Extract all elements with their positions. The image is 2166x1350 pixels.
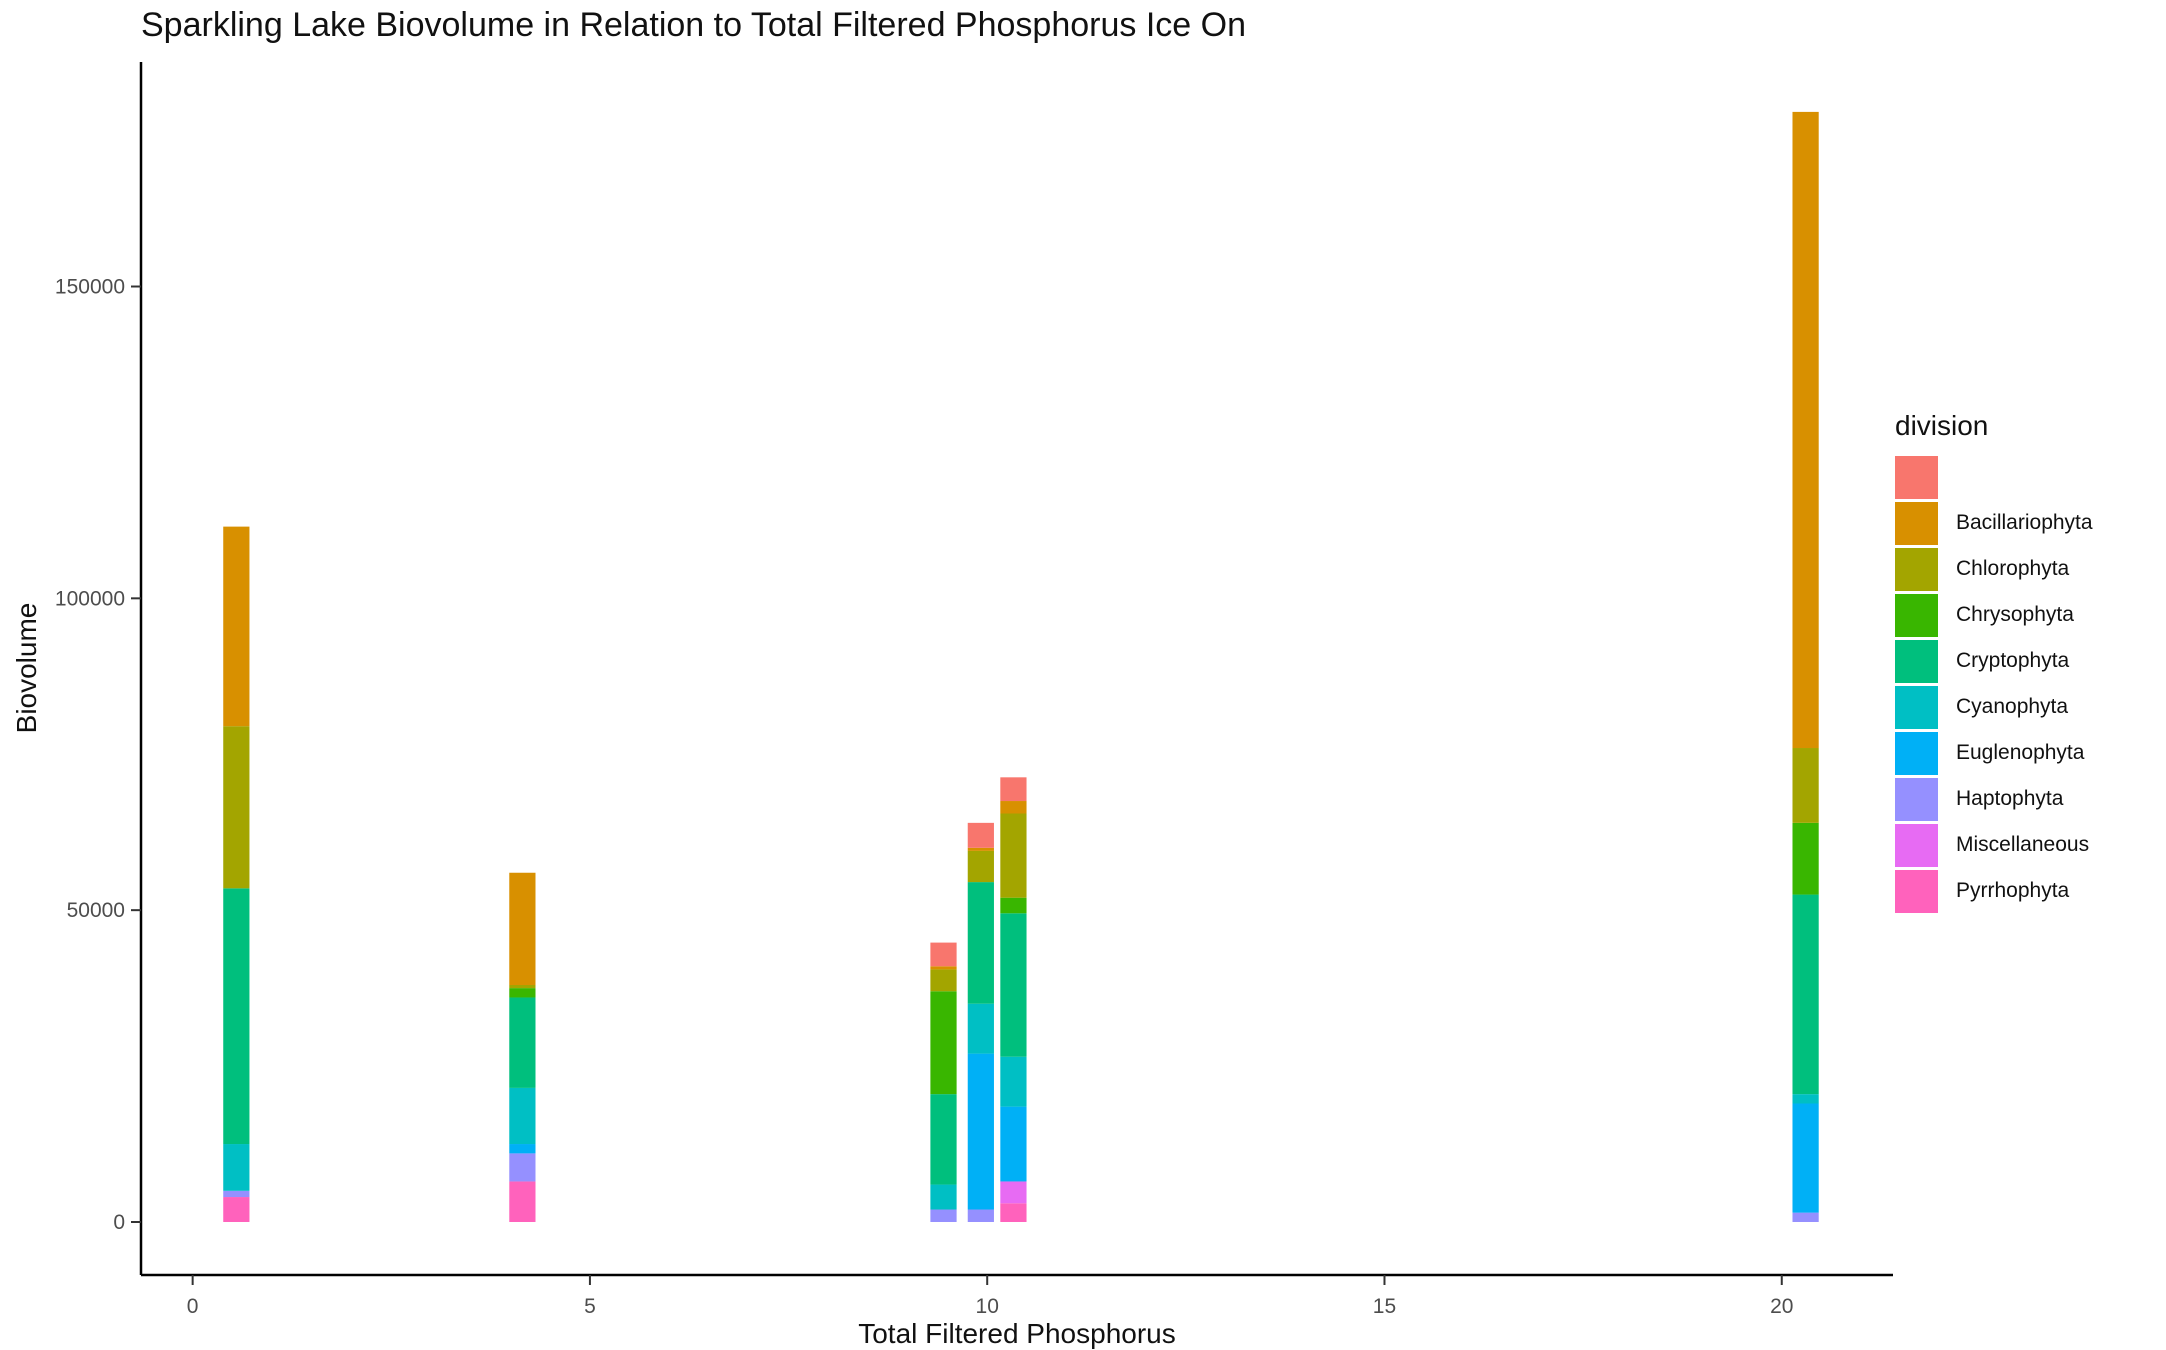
- x-tick-label: 0: [187, 1295, 199, 1318]
- bar-segment: [967, 850, 994, 883]
- y-tick-label: 50000: [67, 899, 125, 922]
- bar-segment: [1000, 777, 1027, 802]
- bar-segment: [1000, 1181, 1027, 1204]
- bar-segment: [967, 847, 994, 851]
- x-tick-label: 10: [976, 1295, 999, 1318]
- bar-segment: [930, 966, 957, 970]
- legend-key: [1895, 823, 1938, 867]
- bars-layer: [223, 111, 1819, 1222]
- y-tick-label: 150000: [55, 276, 125, 299]
- legend-key: [1895, 731, 1938, 775]
- bar-segment: [509, 872, 536, 986]
- bar-segment: [967, 822, 994, 848]
- bar-segment: [1792, 111, 1819, 749]
- legend-key: [1895, 685, 1938, 729]
- legend-label: Cyanophyta: [1956, 695, 2069, 718]
- bar-segment: [967, 1209, 994, 1222]
- bar-segment: [1000, 1106, 1027, 1182]
- bar-segment: [967, 882, 994, 1004]
- legend-item: Chlorophyta: [1895, 546, 2093, 592]
- bar-segment: [1792, 822, 1819, 895]
- x-tick-label: 20: [1770, 1295, 1793, 1318]
- bar-segment: [967, 1003, 994, 1054]
- legend-item: Pyrrhophyta: [1895, 868, 2093, 914]
- legend-label: Cryptophyta: [1956, 649, 2070, 672]
- bar-segment: [1792, 748, 1819, 823]
- bar-segment: [1000, 913, 1027, 1057]
- legend-item: Chrysophyta: [1895, 592, 2093, 638]
- bar-segment: [509, 1087, 536, 1145]
- legend-label: Euglenophyta: [1956, 741, 2085, 764]
- bar-segment: [509, 985, 536, 989]
- bar-segment: [509, 997, 536, 1088]
- bar-segment: [223, 1197, 250, 1222]
- bar-segment: [223, 1190, 250, 1198]
- x-tick-label: 15: [1373, 1295, 1396, 1318]
- legend-key: [1895, 593, 1938, 637]
- y-tick-label: 100000: [55, 587, 125, 610]
- legend-items: Bacillariophyta Chlorophyta Chrysophyta Cry…: [1895, 454, 2093, 914]
- legend-item: Euglenophyta: [1895, 730, 2093, 776]
- bar-segment: [930, 1094, 957, 1185]
- bar-segment: [1792, 1103, 1819, 1213]
- x-axis-title: Total Filtered Phosphorus: [858, 1318, 1176, 1349]
- bar-segment: [967, 1053, 994, 1210]
- x-ticks: 0 5 10 15 20: [187, 1275, 1793, 1318]
- bar-segment: [1000, 1203, 1027, 1222]
- bar-segment: [1000, 897, 1027, 914]
- y-tick-label: 0: [113, 1211, 125, 1234]
- chart-title: Sparkling Lake Biovolume in Relation to …: [141, 6, 1246, 44]
- legend-title: division: [1895, 410, 1989, 441]
- y-ticks: 0 50000 100000 150000: [55, 276, 141, 1234]
- bar-segment: [1792, 1094, 1819, 1104]
- legend-key: [1895, 639, 1938, 683]
- legend-label: Pyrrhophyta: [1956, 879, 2070, 902]
- bar-segment: [509, 1181, 536, 1222]
- legend-item: [1895, 454, 2093, 500]
- bar-segment: [509, 1153, 536, 1182]
- legend-key: [1895, 547, 1938, 591]
- bar-segment: [1000, 801, 1027, 814]
- bar-segment: [930, 991, 957, 1095]
- legend-item: Miscellaneous: [1895, 822, 2093, 868]
- legend-item: Haptophyta: [1895, 776, 2093, 822]
- legend-key: [1895, 455, 1938, 499]
- bar-segment: [1000, 813, 1027, 898]
- bar-segment: [1792, 894, 1819, 1095]
- legend-item: Bacillariophyta: [1895, 500, 2093, 546]
- legend-key: [1895, 501, 1938, 545]
- bar-segment: [1000, 1056, 1027, 1107]
- legend-label: Miscellaneous: [1956, 833, 2090, 856]
- legend-item: Cyanophyta: [1895, 684, 2093, 730]
- bar-segment: [930, 1209, 957, 1222]
- bar-segment: [223, 726, 250, 889]
- legend-label: Haptophyta: [1956, 787, 2064, 810]
- legend-item: Cryptophyta: [1895, 638, 2093, 684]
- legend: division Bacillariophyta Chlorophyta Chrys…: [1895, 410, 2093, 914]
- bar-segment: [930, 942, 957, 967]
- legend-label: Chlorophyta: [1956, 557, 2070, 580]
- legend-label: Bacillariophyta: [1956, 511, 2093, 534]
- y-axis-title: Biovolume: [11, 603, 42, 734]
- bar-segment: [223, 1144, 250, 1191]
- bar-segment: [930, 969, 957, 992]
- bar-segment: [930, 1184, 957, 1210]
- x-tick-label: 5: [584, 1295, 596, 1318]
- bar-segment: [509, 1144, 536, 1154]
- bar-segment: [223, 526, 250, 727]
- legend-label: Chrysophyta: [1956, 603, 2074, 626]
- bar-segment: [1792, 1212, 1819, 1222]
- legend-key: [1895, 777, 1938, 821]
- legend-key: [1895, 869, 1938, 913]
- bar-segment: [509, 988, 536, 998]
- bar-segment: [223, 888, 250, 1145]
